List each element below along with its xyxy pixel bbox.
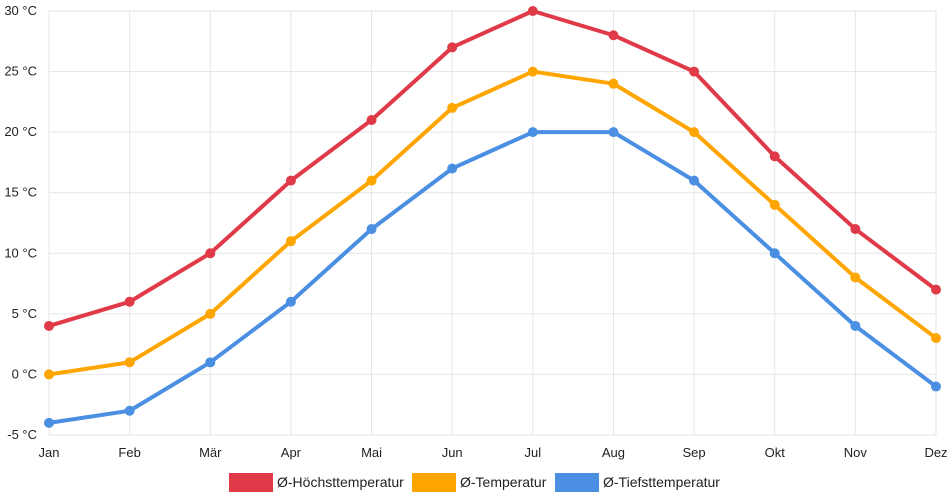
data-point[interactable] [527, 6, 538, 16]
x-tick-label: Dez [924, 445, 947, 460]
data-point[interactable] [769, 248, 780, 259]
data-point[interactable] [447, 42, 458, 53]
data-point[interactable] [689, 175, 700, 186]
series-2 [44, 127, 941, 428]
legend-swatch [229, 473, 273, 492]
legend-label: Ø-Tiefsttemperatur [603, 474, 720, 490]
data-point[interactable] [285, 296, 296, 307]
y-tick-label: 30 °C [4, 3, 37, 18]
x-tick-label: Jan [39, 445, 60, 460]
x-axis-ticks: Jan Feb Mär Apr Mai Jun Jul Aug Sep Okt Nov Dez [39, 445, 948, 460]
data-point[interactable] [285, 236, 296, 247]
data-point[interactable] [608, 30, 619, 41]
x-tick-label: Aug [602, 445, 625, 460]
data-point[interactable] [44, 417, 54, 428]
y-tick-label: -5 °C [7, 427, 37, 442]
y-tick-label: 20 °C [4, 124, 37, 139]
data-point[interactable] [850, 272, 861, 283]
data-point[interactable] [608, 78, 619, 89]
legend-item[interactable]: Ø-Höchsttemperatur [229, 473, 404, 492]
data-point[interactable] [527, 66, 538, 77]
grid [48, 10, 937, 436]
x-tick-label: Mai [361, 445, 382, 460]
data-point[interactable] [447, 102, 458, 113]
series-1 [44, 66, 941, 380]
data-point[interactable] [44, 369, 54, 380]
data-point[interactable] [850, 224, 861, 235]
x-tick-label: Okt [765, 445, 786, 460]
data-point[interactable] [205, 357, 216, 368]
data-point[interactable] [124, 357, 135, 368]
x-tick-label: Mär [199, 445, 222, 460]
series-lines [44, 6, 941, 428]
x-tick-label: Jul [525, 445, 542, 460]
y-tick-label: 15 °C [4, 185, 37, 200]
legend-item[interactable]: Ø-Temperatur [412, 473, 547, 492]
series-0 [44, 6, 941, 331]
data-point[interactable] [124, 296, 135, 307]
data-point[interactable] [931, 381, 941, 392]
x-tick-label: Feb [118, 445, 140, 460]
data-point[interactable] [44, 320, 54, 331]
series-line [47, 69, 938, 377]
data-point[interactable] [689, 66, 700, 77]
data-point[interactable] [366, 175, 377, 186]
data-point[interactable] [689, 127, 700, 138]
legend-label: Ø-Höchsttemperatur [277, 474, 404, 490]
series-line [47, 130, 938, 425]
data-point[interactable] [366, 224, 377, 235]
y-axis-ticks: -5 °C 0 °C 5 °C 10 °C 15 °C 20 °C 25 °C 30 °C [4, 3, 37, 442]
data-point[interactable] [608, 127, 619, 138]
legend-item[interactable]: Ø-Tiefsttemperatur [555, 473, 720, 492]
y-tick-label: 10 °C [4, 245, 37, 260]
y-tick-label: 5 °C [12, 306, 37, 321]
y-tick-label: 25 °C [4, 64, 37, 79]
legend-label: Ø-Temperatur [460, 474, 547, 490]
x-tick-label: Apr [281, 445, 302, 460]
data-point[interactable] [931, 333, 941, 344]
data-point[interactable] [447, 163, 458, 174]
legend-swatch [555, 473, 599, 492]
series-line [47, 9, 938, 328]
data-point[interactable] [205, 308, 216, 319]
data-point[interactable] [205, 248, 216, 259]
x-tick-label: Sep [683, 445, 706, 460]
data-point[interactable] [285, 175, 296, 186]
data-point[interactable] [769, 199, 780, 210]
data-point[interactable] [527, 127, 538, 138]
legend: Ø-Höchsttemperatur Ø-Temperatur Ø-Tiefstte… [229, 473, 720, 492]
data-point[interactable] [931, 284, 941, 295]
x-tick-label: Jun [442, 445, 463, 460]
x-tick-label: Nov [844, 445, 868, 460]
data-point[interactable] [850, 320, 861, 331]
y-tick-label: 0 °C [12, 366, 37, 381]
data-point[interactable] [124, 405, 135, 416]
data-point[interactable] [366, 115, 377, 126]
legend-swatch [412, 473, 456, 492]
data-point[interactable] [769, 151, 780, 162]
